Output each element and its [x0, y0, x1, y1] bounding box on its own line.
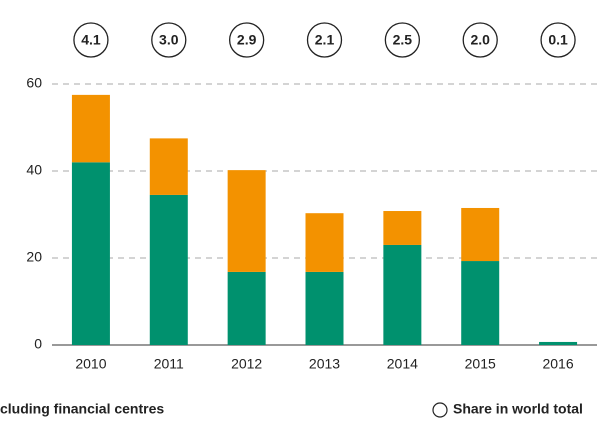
y-tick-label: 20 — [26, 249, 42, 265]
legend-circle — [432, 402, 448, 418]
bar-segment — [227, 170, 266, 272]
x-tick-label: 2015 — [465, 356, 496, 372]
share-circle — [462, 22, 498, 58]
bar-segment — [539, 341, 578, 345]
share-label: 4.1 — [81, 32, 101, 48]
share-circle — [151, 22, 187, 58]
bar-segment — [71, 94, 110, 163]
share-label: 2.0 — [470, 32, 490, 48]
share-label: 2.9 — [237, 32, 257, 48]
bar-segment — [149, 138, 188, 195]
bar-segment — [461, 207, 500, 262]
x-tick-label: 2012 — [231, 356, 262, 372]
x-tick-label: 2016 — [542, 356, 573, 372]
x-tick-label: 2014 — [387, 356, 418, 372]
bar-segment — [305, 213, 344, 272]
x-tick-label: 2013 — [309, 356, 340, 372]
legend-label: Share in world total — [453, 401, 583, 417]
y-tick-label: 40 — [26, 162, 42, 178]
share-circle — [306, 22, 343, 58]
share-circle — [384, 22, 421, 58]
legend-label: cluding financial centres — [0, 401, 164, 417]
share-label: 0.1 — [548, 32, 568, 48]
bar-segment — [461, 261, 500, 345]
x-tick-label: 2010 — [75, 356, 106, 372]
share-label: 2.5 — [393, 32, 413, 48]
share-label: 2.1 — [315, 32, 335, 48]
y-tick-label: 0 — [34, 336, 42, 352]
bar-segment — [71, 162, 110, 345]
share-circle — [228, 22, 265, 58]
bar-segment — [383, 244, 422, 345]
bar-segment — [149, 194, 188, 345]
share-circle — [73, 22, 109, 58]
bar-segment — [383, 211, 422, 245]
y-tick-label: 60 — [26, 75, 42, 91]
share-circle — [540, 22, 576, 58]
bar-segment — [227, 271, 266, 345]
bar-segment — [305, 271, 344, 345]
x-tick-label: 2011 — [154, 356, 184, 372]
share-label: 3.0 — [159, 32, 179, 48]
